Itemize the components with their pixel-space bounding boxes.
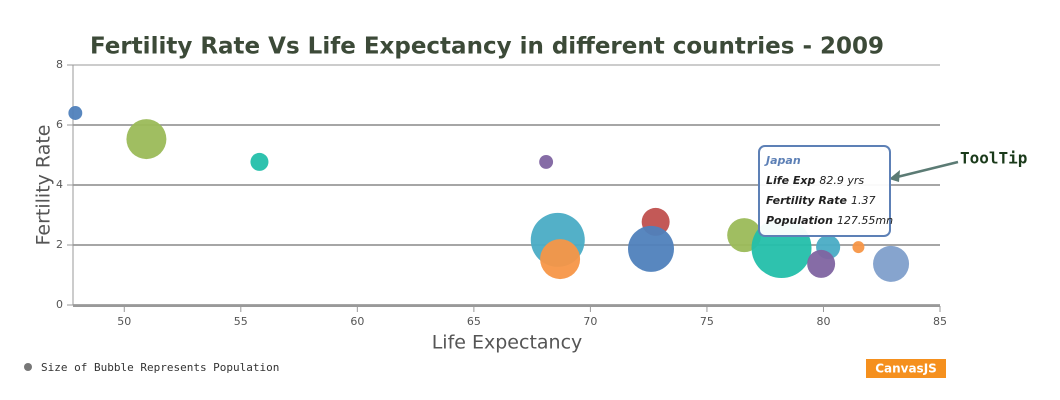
credit[interactable]: CanvasJS bbox=[875, 362, 937, 376]
tooltip-value: 82.9 yrs bbox=[819, 174, 864, 187]
x-axis-title: Life Expectancy bbox=[432, 332, 583, 354]
bubble[interactable] bbox=[68, 106, 83, 120]
x-tick-label: 75 bbox=[700, 315, 714, 328]
tooltip: Japan Life Exp 82.9 yrs Fertility Rate 1.37… bbox=[758, 145, 893, 237]
bubble[interactable] bbox=[250, 152, 269, 171]
y-tick-label: 4 bbox=[56, 178, 63, 191]
legend-text: Size of Bubble Represents Population bbox=[41, 361, 279, 374]
tooltip-label: Fertility Rate bbox=[766, 194, 848, 207]
tooltip-box bbox=[758, 145, 891, 237]
tooltip-title: Japan bbox=[764, 154, 801, 167]
tooltip-row: Fertility Rate 1.37 bbox=[766, 194, 876, 207]
bubble[interactable] bbox=[540, 239, 581, 280]
tooltip-label: Population bbox=[766, 214, 833, 227]
x-tick-label: 85 bbox=[933, 315, 947, 328]
tooltip-row: Population 127.55mn bbox=[766, 214, 893, 227]
tooltip-value: 1.37 bbox=[851, 194, 876, 207]
y-tick-label: 0 bbox=[56, 298, 63, 311]
x-tick-label: 80 bbox=[816, 315, 830, 328]
y-tick-label: 6 bbox=[56, 118, 63, 131]
bubble[interactable] bbox=[126, 119, 167, 160]
y-tick-label: 8 bbox=[56, 58, 63, 71]
chart-title: Fertility Rate Vs Life Expectancy in dif… bbox=[90, 34, 884, 60]
bubble[interactable] bbox=[873, 245, 910, 282]
annotation-arrowhead bbox=[889, 170, 900, 182]
x-tick-label: 50 bbox=[117, 315, 131, 328]
credit-badge bbox=[866, 359, 946, 378]
bubble[interactable] bbox=[807, 249, 836, 278]
bubble[interactable] bbox=[628, 225, 674, 272]
legend-marker bbox=[24, 363, 32, 371]
annotation: ToolTip bbox=[960, 149, 1027, 168]
x-tick-label: 55 bbox=[234, 315, 248, 328]
x-tick-label: 65 bbox=[467, 315, 481, 328]
bubble[interactable] bbox=[539, 154, 554, 169]
tooltip-label: Life Exp bbox=[766, 174, 815, 187]
x-tick-label: 70 bbox=[583, 315, 597, 328]
tooltip-value: 127.55mn bbox=[837, 214, 893, 227]
x-tick-label: 60 bbox=[350, 315, 364, 328]
y-axis-title: Fertility Rate bbox=[33, 125, 55, 246]
tooltip-row: Life Exp 82.9 yrs bbox=[766, 174, 864, 187]
annotation-arrow bbox=[892, 160, 959, 180]
y-tick-label: 2 bbox=[56, 238, 63, 251]
bubble[interactable] bbox=[852, 241, 865, 254]
